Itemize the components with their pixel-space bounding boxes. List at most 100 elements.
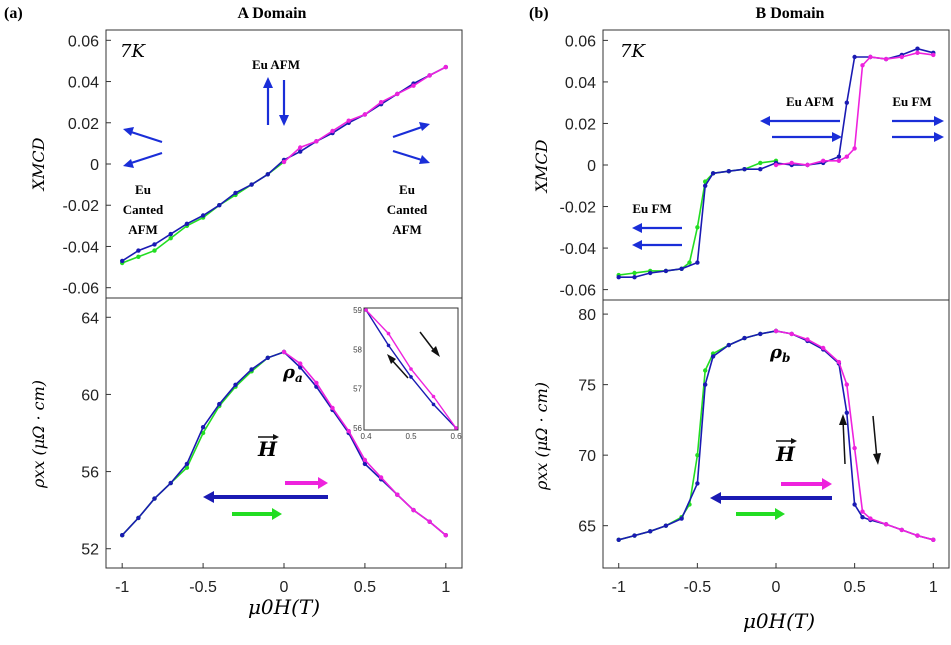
data-point	[883, 56, 889, 62]
series-line	[775, 330, 934, 541]
inset-x-tick-label: 0.4	[360, 432, 372, 441]
panel-a-temperature: 7K	[120, 41, 146, 62]
y-tick-label: 64	[81, 310, 99, 327]
data-point	[915, 533, 920, 538]
data-point	[395, 91, 400, 97]
data-point	[616, 537, 621, 542]
panel-b: (b) B Domain 7K XMCD ρxx (μΩ · cm) μ0H(T…	[529, 5, 950, 633]
y-tick-label: 60	[81, 387, 99, 404]
data-point	[200, 213, 206, 218]
inset-data-point	[454, 426, 458, 430]
data-point	[427, 519, 432, 524]
inset-data-point	[431, 402, 436, 407]
data-point	[298, 149, 303, 154]
y-tick-label: 56	[81, 465, 99, 482]
panel-a-inset-ticks: 0.4 0.5 0.6 59 58 57 56	[353, 306, 462, 441]
panel-b-rho-series	[616, 328, 936, 542]
data-point	[805, 162, 810, 168]
data-point	[281, 159, 287, 165]
y-tick-label: 0.06	[565, 33, 596, 50]
data-point	[200, 430, 206, 436]
x-tick-label: 0.5	[354, 579, 376, 596]
panel-a-rho-curve-label: ρa	[282, 362, 303, 385]
data-point	[836, 359, 842, 365]
y-tick-label: 75	[578, 378, 596, 395]
data-point	[443, 64, 448, 70]
data-point	[742, 335, 747, 341]
panel-b-xmcd-series	[616, 46, 936, 280]
data-point	[281, 349, 287, 355]
panel-a-label: (a)	[4, 5, 23, 22]
panel-b-eu-fm-left-label: Eu FM	[632, 201, 671, 216]
y-tick-label: 0.04	[68, 75, 99, 92]
data-point	[852, 146, 857, 151]
panel-b-down-arrow-icon	[872, 415, 881, 465]
panel-a-rho-ylabel: ρxx (μΩ · cm)	[29, 380, 48, 489]
y-tick-label: 80	[578, 307, 596, 324]
data-point	[703, 368, 708, 373]
data-point	[443, 533, 448, 538]
data-point	[663, 268, 669, 274]
data-point	[868, 54, 873, 60]
data-point	[136, 254, 141, 259]
data-point	[346, 118, 351, 123]
data-point	[314, 139, 319, 144]
y-tick-label: -0.02	[560, 200, 597, 217]
data-point	[695, 260, 700, 265]
data-point	[773, 328, 779, 334]
data-point	[233, 190, 238, 196]
panel-b-field-label: H	[775, 442, 796, 466]
data-point	[726, 342, 731, 348]
data-point	[152, 242, 157, 247]
data-point	[687, 260, 692, 265]
data-point	[362, 457, 368, 463]
data-point	[330, 128, 335, 134]
data-point	[844, 154, 849, 159]
data-point	[742, 167, 747, 172]
data-point	[346, 428, 351, 434]
data-point	[120, 258, 125, 264]
panel-a-rho-series	[120, 349, 448, 538]
panel-a-inset: 0.4 0.5 0.6 59 58 57 56	[353, 306, 462, 441]
data-point	[695, 453, 700, 458]
panel-b-label: (b)	[529, 5, 549, 22]
x-tick-label: 0	[280, 579, 289, 596]
x-tick-label: -0.5	[189, 579, 217, 596]
data-point	[805, 337, 810, 342]
data-point	[852, 54, 857, 60]
data-point	[120, 533, 125, 538]
data-point	[233, 382, 238, 387]
panel-a-inset-series	[364, 308, 458, 430]
data-point	[427, 73, 432, 78]
panel-a-xticks: -1 -0.5 0 0.5 1	[115, 563, 450, 596]
y-tick-label: -0.04	[63, 239, 100, 256]
data-point	[217, 203, 222, 208]
panel-a-canted-left-label: Eu Canted AFM	[123, 182, 164, 237]
panel-a-afm-arrows-icon	[263, 77, 289, 126]
x-tick-label: -1	[115, 579, 129, 596]
data-point	[844, 410, 849, 415]
data-point	[931, 52, 936, 58]
panel-a-title: A Domain	[238, 5, 307, 22]
data-point	[758, 167, 763, 172]
data-point	[679, 516, 684, 521]
data-point	[362, 112, 368, 117]
x-tick-label: -1	[612, 579, 626, 596]
data-point	[844, 382, 849, 387]
y-tick-label: 0.02	[68, 116, 99, 133]
panel-a-xmcd-yticks: 0.06 0.04 0.02 0 -0.02 -0.04 -0.06	[63, 33, 111, 298]
panel-b-xticks: -1 -0.5 0 0.5 1	[612, 563, 938, 596]
panel-a-xlabel: μ0H(T)	[248, 595, 320, 619]
data-point	[184, 221, 190, 226]
data-point	[168, 236, 173, 241]
panel-a-rho-subscript: a	[295, 371, 303, 385]
panel-a-canted-left-arrows-icon	[123, 127, 163, 168]
data-point	[411, 507, 416, 513]
panel-b-fm-left-arrows-icon	[632, 223, 682, 250]
data-point	[868, 516, 873, 521]
panel-b-rho-symbol: ρ	[769, 342, 783, 363]
data-point	[378, 100, 384, 105]
data-point	[883, 522, 889, 527]
data-point	[330, 405, 335, 411]
y-tick-label: 0.02	[565, 116, 596, 133]
